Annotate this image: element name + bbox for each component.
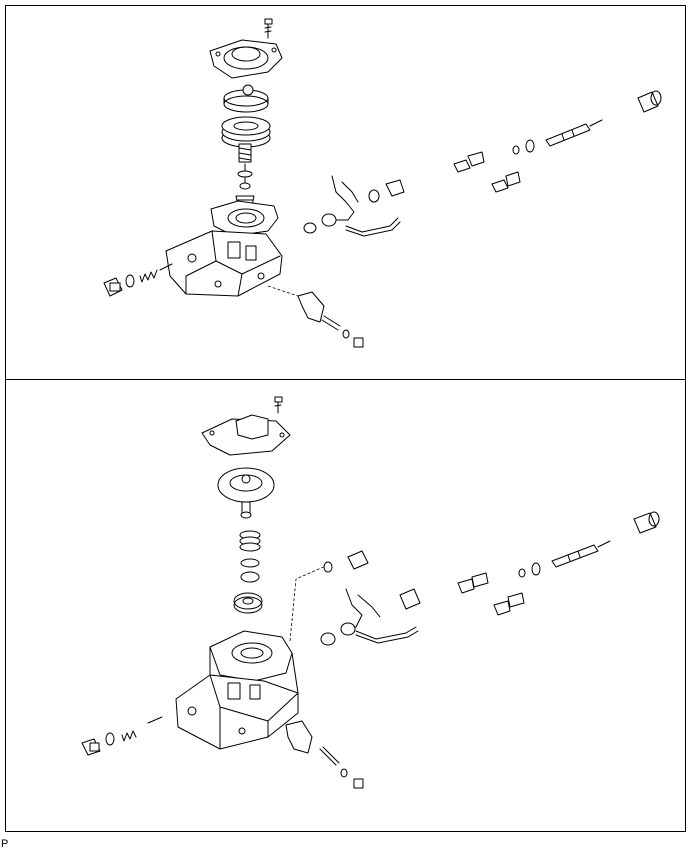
exploded-view-top-svg <box>103 18 662 348</box>
exploded-view-bottom-svg <box>81 396 660 789</box>
nut-bottom-right <box>633 511 660 534</box>
cover-bottom <box>201 414 291 456</box>
fitting-right-2 <box>491 171 521 193</box>
fuel-line-assembly-bottom <box>320 550 421 646</box>
figure-code: P <box>1 838 9 850</box>
diaphragm-stack <box>221 116 271 148</box>
pin-stack <box>235 163 255 207</box>
nut-top-right <box>637 90 662 113</box>
plug-assembly-left <box>103 263 173 297</box>
gear-bottom <box>233 592 263 614</box>
screw-top <box>264 18 273 39</box>
bracket-assembly-bottom <box>285 720 364 789</box>
spring-1 <box>238 143 252 163</box>
injector-rod <box>545 119 603 147</box>
washers-right <box>512 139 535 155</box>
fitting-right-bottom-2 <box>493 592 525 616</box>
bracket-assembly <box>297 291 364 348</box>
ring-1 <box>223 84 269 113</box>
screw-bottom-top <box>274 396 283 414</box>
fitting-right-1 <box>453 151 485 173</box>
pump-housing <box>165 200 283 297</box>
cover <box>209 39 283 79</box>
pump-housing-bottom <box>175 630 299 750</box>
diagram-frame <box>5 5 686 832</box>
exploded-view-panel-top <box>6 6 685 378</box>
diaphragm-bottom <box>217 467 275 519</box>
fitting-right-bottom-1 <box>457 572 489 594</box>
injector-rod-bottom <box>551 540 611 568</box>
plug-assembly-left-bottom <box>81 716 163 756</box>
spring-bottom <box>239 530 261 583</box>
panel-divider <box>5 379 686 380</box>
exploded-view-panel-bottom <box>6 381 685 831</box>
fuel-line-assembly <box>303 175 405 237</box>
washers-right-bottom <box>518 562 541 578</box>
